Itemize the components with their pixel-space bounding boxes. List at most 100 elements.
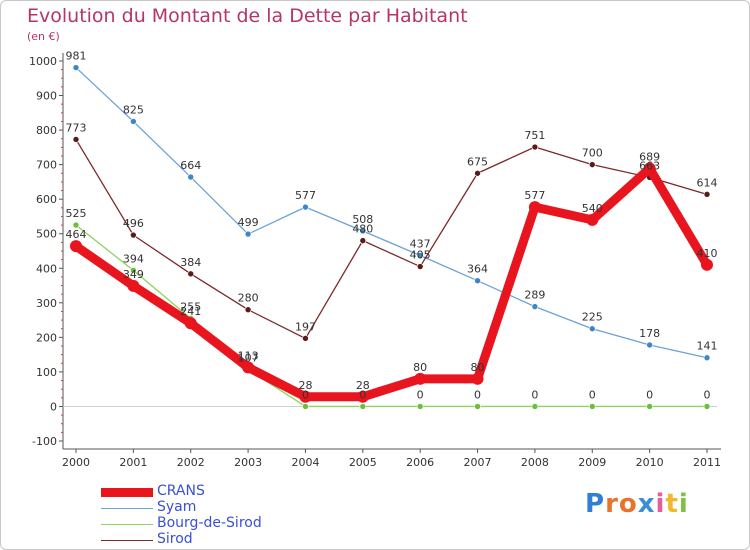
data-point-sirod: [359, 237, 367, 244]
data-point-crans: [70, 240, 82, 253]
series-line-bourg-de-sirod: [75, 224, 708, 408]
data-label-bourg-de-sirod: 525: [66, 207, 87, 220]
logo-letter: r: [605, 489, 619, 519]
data-label-crans: 80: [413, 361, 427, 374]
y-tick-label: 300: [36, 297, 57, 310]
data-label-crans: 80: [471, 361, 485, 374]
data-label-crans: 28: [298, 379, 312, 392]
data-point-sirod: [187, 270, 195, 278]
series-line-syam: [75, 66, 708, 359]
data-label-syam: 178: [639, 327, 660, 340]
data-point-syam: [703, 354, 711, 362]
data-point-bourg-de-sirod: [416, 403, 424, 410]
legend-label-crans: CRANS: [157, 483, 205, 499]
x-tick-label: 2001: [119, 456, 147, 469]
data-label-syam: 577: [295, 189, 316, 202]
legend-item-bourg-de-sirod: Bourg-de-Sirod: [101, 515, 321, 533]
y-tick-label: 0: [50, 400, 57, 413]
data-label-crans: 577: [524, 189, 545, 202]
logo-letter: o: [618, 489, 638, 519]
data-point-crans: [643, 162, 656, 175]
chart-legend: CRANS Syam Bourg-de-Sirod Sirod: [101, 483, 321, 549]
data-label-bourg-de-sirod: 0: [646, 388, 653, 401]
data-point-crans: [471, 372, 484, 385]
data-label-sirod: 480: [352, 223, 373, 236]
data-label-syam: 499: [238, 216, 259, 229]
data-point-sirod: [244, 306, 252, 314]
data-point-bourg-de-sirod: [302, 403, 309, 410]
data-label-crans: 113: [238, 349, 259, 362]
data-label-sirod: 663: [639, 159, 660, 172]
data-point-syam: [474, 277, 481, 285]
data-label-sirod: 384: [180, 256, 201, 269]
data-label-syam: 508: [352, 213, 373, 226]
data-point-bourg-de-sirod: [588, 403, 596, 410]
logo-letter: t: [665, 489, 679, 519]
y-tick-label: 600: [36, 193, 57, 206]
chart-unit-label: (en €): [27, 30, 60, 43]
series-line-crans: [71, 163, 712, 402]
data-point-crans: [586, 213, 599, 226]
data-label-sirod: 751: [524, 129, 545, 142]
data-point-syam: [244, 230, 252, 238]
chart-axes: -100010020030040050060070080090010002000…: [29, 53, 721, 469]
data-label-crans: 349: [123, 268, 144, 281]
y-tick-label: 1000: [29, 55, 57, 68]
data-label-sirod: 496: [123, 217, 144, 230]
data-label-syam: 664: [180, 159, 201, 172]
x-tick-label: 2007: [464, 456, 492, 469]
data-point-sirod: [72, 136, 80, 143]
x-tick-label: 2005: [349, 456, 377, 469]
data-label-syam: 225: [582, 311, 603, 324]
y-tick-label: 500: [36, 228, 57, 241]
y-tick-label: -100: [32, 435, 57, 448]
data-label-syam: 981: [66, 50, 87, 63]
data-point-crans: [414, 372, 427, 385]
data-point-bourg-de-sirod: [72, 221, 80, 229]
series-line-sirod: [75, 138, 708, 340]
data-label-bourg-de-sirod: 0: [417, 388, 424, 401]
data-point-bourg-de-sirod: [646, 403, 653, 410]
data-point-syam: [646, 341, 653, 349]
chart-series-lines: [70, 64, 713, 410]
x-tick-label: 2000: [62, 456, 90, 469]
y-tick-label: 100: [36, 366, 57, 379]
x-tick-label: 2009: [578, 456, 606, 469]
data-label-syam: 289: [524, 289, 545, 302]
data-label-bourg-de-sirod: 394: [123, 252, 144, 265]
legend-swatch-syam: [101, 508, 153, 509]
data-point-sirod: [130, 231, 137, 239]
y-tick-label: 900: [36, 90, 57, 103]
data-label-bourg-de-sirod: 0: [589, 388, 596, 401]
data-label-bourg-de-sirod: 107: [238, 351, 259, 364]
legend-label-syam: Syam: [157, 499, 197, 515]
data-point-bourg-de-sirod: [703, 403, 711, 410]
legend-swatch-crans: [101, 488, 153, 497]
logo-letter: x: [637, 489, 656, 519]
data-label-sirod: 405: [410, 249, 431, 262]
x-tick-label: 2006: [406, 456, 434, 469]
data-label-syam: 825: [123, 103, 144, 116]
legend-label-bourg-de-sirod: Bourg-de-Sirod: [157, 515, 262, 531]
data-point-sirod: [703, 191, 711, 198]
data-point-crans: [528, 201, 541, 214]
data-label-crans: 241: [180, 305, 201, 318]
data-label-crans: 464: [66, 228, 87, 241]
y-tick-label: 800: [36, 124, 57, 137]
data-point-sirod: [474, 169, 481, 177]
data-point-sirod: [302, 335, 309, 342]
data-label-bourg-de-sirod: 0: [531, 388, 538, 401]
x-tick-label: 2003: [234, 456, 262, 469]
logo-letter: P: [585, 489, 606, 519]
data-point-syam: [72, 64, 80, 71]
data-label-sirod: 614: [697, 176, 718, 189]
data-point-syam: [531, 303, 539, 310]
data-point-syam: [187, 173, 195, 181]
x-tick-label: 2004: [291, 456, 319, 469]
data-label-bourg-de-sirod: 0: [474, 388, 481, 401]
data-point-crans: [701, 258, 713, 271]
data-point-syam: [302, 203, 309, 211]
data-label-bourg-de-sirod: 0: [302, 388, 309, 401]
x-tick-label: 2010: [636, 456, 664, 469]
data-label-syam: 364: [467, 263, 488, 276]
